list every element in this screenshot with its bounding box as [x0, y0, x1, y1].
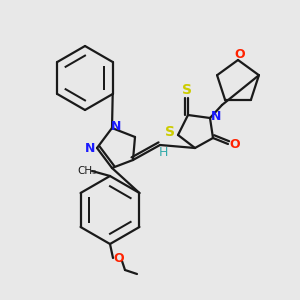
Text: H: H [158, 146, 168, 160]
Text: O: O [235, 49, 245, 62]
Text: O: O [230, 139, 240, 152]
Text: CH₃: CH₃ [77, 166, 97, 176]
Text: S: S [182, 83, 192, 97]
Text: O: O [114, 251, 124, 265]
Text: N: N [211, 110, 221, 122]
Text: N: N [85, 142, 95, 154]
Text: N: N [111, 121, 121, 134]
Text: S: S [165, 125, 175, 139]
